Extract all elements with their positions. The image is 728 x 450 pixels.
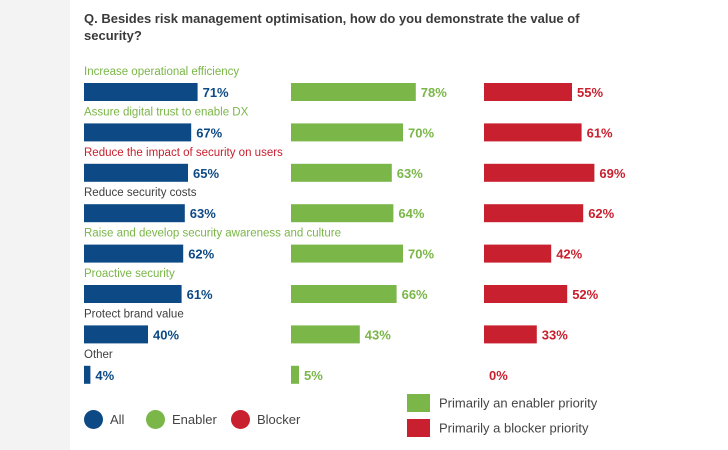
value-label-blocker: 62% bbox=[588, 206, 614, 221]
legend-blocker-label: Blocker bbox=[257, 412, 301, 427]
value-label-enabler: 70% bbox=[408, 125, 434, 140]
legend-enabler: Enabler bbox=[146, 410, 217, 429]
bar-enabler bbox=[291, 123, 403, 142]
bar-blocker bbox=[484, 163, 595, 182]
chart-title: Q. Besides risk management optimisation,… bbox=[84, 11, 580, 43]
value-label-blocker: 69% bbox=[599, 166, 625, 181]
value-label-all: 65% bbox=[193, 166, 219, 181]
legend-blocker: Blocker bbox=[231, 410, 300, 429]
category-label: Increase operational efficiency bbox=[84, 66, 239, 78]
bar-all bbox=[84, 365, 91, 384]
bar-all bbox=[84, 123, 192, 142]
legend-all: All bbox=[84, 410, 124, 429]
bar-all bbox=[84, 325, 148, 344]
bar-chart: Increase operational efficiency 71% 78% 55%… bbox=[84, 66, 626, 384]
bar-all bbox=[84, 244, 184, 263]
value-label-blocker: 61% bbox=[587, 125, 613, 140]
bar-blocker bbox=[484, 204, 584, 223]
page-background bbox=[70, 0, 728, 450]
bar-blocker bbox=[484, 285, 568, 303]
value-label-enabler: 43% bbox=[365, 327, 391, 342]
legend-blocker-swatch bbox=[231, 410, 250, 429]
value-label-all: 61% bbox=[187, 287, 213, 302]
category-label: Raise and develop security awareness and… bbox=[84, 228, 341, 240]
value-label-all: 67% bbox=[196, 125, 222, 140]
bar-all bbox=[84, 83, 198, 101]
bar-enabler bbox=[291, 285, 397, 303]
value-label-blocker: 42% bbox=[556, 247, 582, 262]
value-label-enabler: 66% bbox=[402, 287, 428, 302]
category-label: Proactive security bbox=[84, 268, 175, 280]
bar-all bbox=[84, 204, 185, 223]
bar-all bbox=[84, 285, 182, 303]
value-label-all: 71% bbox=[203, 85, 229, 100]
legend-blocker-priority-label: Primarily a blocker priority bbox=[439, 420, 589, 436]
bar-all bbox=[84, 163, 188, 182]
category-label: Other bbox=[84, 349, 113, 361]
value-label-blocker: 52% bbox=[572, 287, 598, 302]
value-label-all: 63% bbox=[190, 206, 216, 221]
value-label-enabler: 5% bbox=[304, 368, 323, 383]
bar-enabler bbox=[291, 204, 394, 223]
value-label-blocker: 55% bbox=[577, 85, 603, 100]
bar-enabler bbox=[291, 244, 403, 263]
value-label-blocker: 0% bbox=[489, 368, 508, 383]
category-label: Reduce security costs bbox=[84, 187, 197, 199]
value-label-all: 62% bbox=[188, 247, 214, 262]
value-label-all: 40% bbox=[153, 327, 179, 342]
bar-blocker bbox=[484, 123, 582, 142]
legend-enabler-priority-swatch bbox=[407, 394, 430, 412]
bar-enabler bbox=[291, 83, 416, 101]
value-label-enabler: 64% bbox=[398, 206, 424, 221]
legend-enabler-label: Enabler bbox=[172, 412, 217, 427]
bar-blocker bbox=[484, 325, 537, 344]
value-label-all: 4% bbox=[95, 368, 114, 383]
legend-all-swatch bbox=[84, 410, 103, 429]
legend-blocker-priority-swatch bbox=[407, 419, 430, 437]
value-label-enabler: 70% bbox=[408, 247, 434, 262]
bar-blocker bbox=[484, 244, 552, 263]
legend-enabler-priority: Primarily an enabler priority bbox=[407, 394, 597, 412]
bar-enabler bbox=[291, 163, 392, 182]
value-label-enabler: 63% bbox=[397, 166, 423, 181]
bar-enabler bbox=[291, 325, 360, 344]
legend-enabler-priority-label: Primarily an enabler priority bbox=[439, 395, 598, 411]
value-label-blocker: 33% bbox=[542, 327, 568, 342]
legend-blocker-priority: Primarily a blocker priority bbox=[407, 419, 589, 437]
category-label: Protect brand value bbox=[84, 308, 184, 320]
category-label: Assure digital trust to enable DX bbox=[84, 106, 249, 118]
category-label: Reduce the impact of security on users bbox=[84, 147, 283, 159]
bar-blocker bbox=[484, 83, 572, 101]
legend-enabler-swatch bbox=[146, 410, 165, 429]
value-label-enabler: 78% bbox=[421, 85, 447, 100]
bar-enabler bbox=[291, 365, 299, 384]
legend-all-label: All bbox=[110, 412, 125, 427]
